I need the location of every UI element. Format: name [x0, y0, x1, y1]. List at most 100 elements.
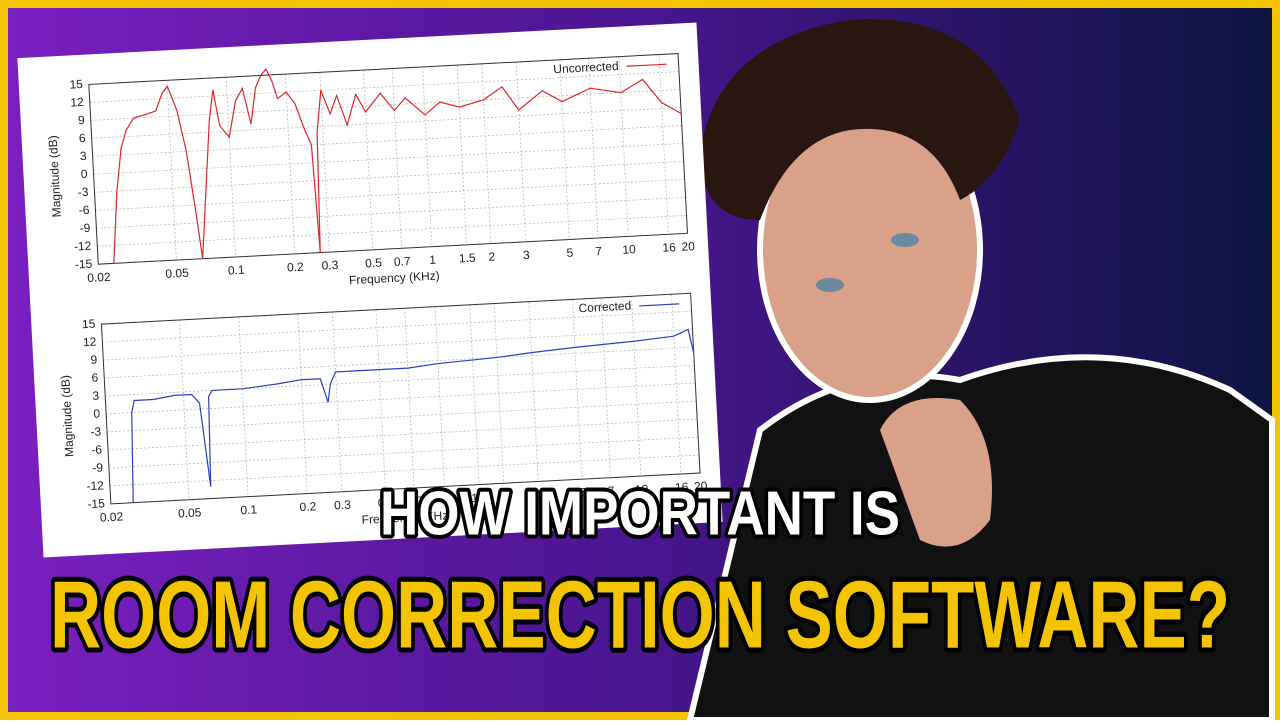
- x-tick-label: 16: [662, 240, 676, 255]
- y-tick-label: 3: [80, 149, 88, 163]
- grid-line: [284, 74, 296, 254]
- y-tick-label: 15: [69, 77, 83, 92]
- y-tick-label: -3: [77, 185, 89, 200]
- grid-line: [179, 319, 190, 500]
- x-tick-label: 0.02: [99, 509, 123, 524]
- grid-line: [225, 77, 236, 258]
- grid-line: [331, 311, 343, 492]
- y-tick-label: 12: [70, 95, 84, 110]
- grid-line: [658, 54, 669, 235]
- x-tick-label: 0.1: [240, 502, 258, 517]
- grid-line: [631, 296, 642, 477]
- grid-line: [571, 299, 583, 480]
- x-tick-label: 1.5: [459, 251, 477, 266]
- x-tick-label: 0.2: [299, 499, 317, 514]
- paper: [17, 22, 723, 558]
- grid-line: [618, 56, 629, 237]
- grid-line: [600, 297, 611, 478]
- y-tick-label: 15: [82, 317, 96, 332]
- grid-line: [297, 313, 308, 494]
- x-tick-label: 0.5: [365, 256, 383, 271]
- x-tick-label: 0.05: [178, 505, 202, 520]
- x-tick-label: 10: [622, 242, 636, 257]
- x-tick-label: 5: [566, 245, 574, 259]
- y-tick-label: -6: [78, 203, 90, 218]
- grid-line: [363, 70, 374, 250]
- y-tick-label: 0: [80, 167, 88, 181]
- data-line: [131, 328, 695, 503]
- x-tick-label: 0.7: [394, 254, 412, 269]
- person: [686, 19, 1275, 723]
- x-tick-label: 3: [523, 248, 531, 262]
- legend-swatch: [639, 303, 680, 307]
- x-tick-label: 0.1: [228, 263, 246, 278]
- y-tick-label: -12: [86, 478, 104, 493]
- headline-line2: ROOM CORRECTION SOFTWARE?: [50, 561, 1230, 668]
- grid-line: [481, 63, 492, 244]
- x-tick-label: 10: [635, 482, 649, 497]
- legend-label: Uncorrected: [553, 59, 619, 76]
- y-tick-label: 9: [78, 113, 86, 127]
- x-axis-label: Frequency (KHz): [361, 508, 452, 527]
- grid-line: [528, 301, 539, 482]
- x-tick-label: 2: [501, 489, 509, 503]
- y-tick-label: -15: [75, 257, 93, 272]
- x-tick-label: 0.3: [321, 258, 339, 273]
- grid-line: [375, 309, 386, 490]
- grid-line: [456, 65, 467, 245]
- x-tick-label: 7: [607, 484, 615, 498]
- y-axis-label: Magnitude (dB): [58, 375, 76, 458]
- legend-swatch: [626, 63, 667, 67]
- y-tick-label: -15: [87, 496, 105, 511]
- x-tick-label: 0.2: [287, 260, 305, 275]
- y-tick-label: 9: [90, 353, 98, 367]
- grid-line: [515, 62, 527, 242]
- x-axis-label: Frequency (KHz): [349, 269, 440, 288]
- y-tick-label: 3: [92, 388, 100, 402]
- x-tick-label: 0.05: [165, 266, 189, 281]
- legend-label: Corrected: [578, 299, 631, 316]
- grid-line: [238, 316, 249, 497]
- grid-line: [493, 303, 505, 484]
- grid-line: [469, 304, 480, 485]
- x-tick-label: 0.5: [377, 495, 395, 510]
- grid-line: [166, 80, 177, 261]
- y-tick-label: 6: [79, 131, 87, 145]
- grid-line: [559, 59, 570, 240]
- x-tick-label: 5: [579, 485, 587, 499]
- x-tick-label: 0.02: [87, 270, 111, 285]
- grid-line: [319, 72, 330, 253]
- y-tick-label: -9: [92, 460, 104, 475]
- plot-frame: [100, 292, 701, 505]
- x-tick-label: 0.7: [406, 494, 424, 509]
- x-tick-label: 0.3: [334, 497, 352, 512]
- x-tick-label: 20: [694, 479, 708, 494]
- y-tick-label: -12: [74, 239, 92, 254]
- x-tick-label: 1: [441, 492, 449, 506]
- y-tick-label: -3: [90, 424, 102, 439]
- y-tick-label: -6: [91, 442, 103, 457]
- y-axis-label: Magnitude (dB): [46, 135, 64, 218]
- x-tick-label: 1.5: [471, 490, 489, 505]
- grid-line: [391, 68, 402, 249]
- grid-line: [671, 294, 682, 474]
- headline-line1: HOW IMPORTANT IS: [380, 479, 900, 548]
- grid-line: [434, 306, 445, 487]
- x-tick-label: 2: [488, 250, 496, 264]
- y-tick-label: 0: [93, 406, 101, 420]
- x-tick-label: 16: [675, 480, 689, 495]
- x-tick-label: 3: [535, 487, 543, 501]
- y-tick-label: 12: [83, 335, 97, 350]
- y-tick-label: 6: [91, 371, 99, 385]
- grid-line: [404, 308, 415, 488]
- x-tick-label: 7: [595, 244, 603, 258]
- x-tick-label: 20: [681, 239, 695, 254]
- grid-line: [422, 66, 433, 247]
- x-tick-label: 1: [429, 253, 437, 267]
- data-line: [113, 68, 682, 264]
